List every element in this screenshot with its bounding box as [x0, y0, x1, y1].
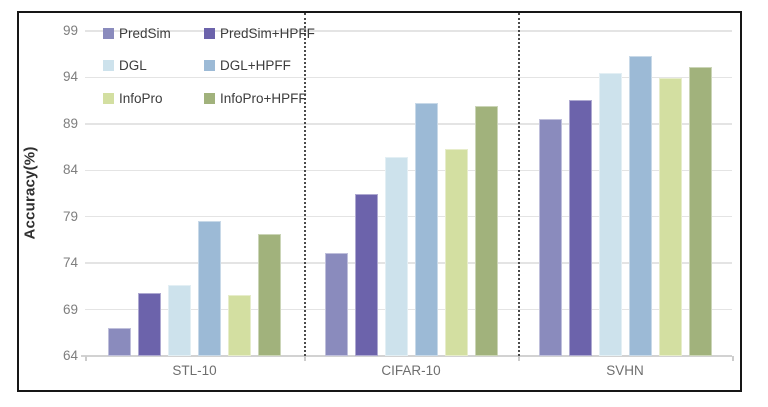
chart-frame [17, 11, 742, 392]
